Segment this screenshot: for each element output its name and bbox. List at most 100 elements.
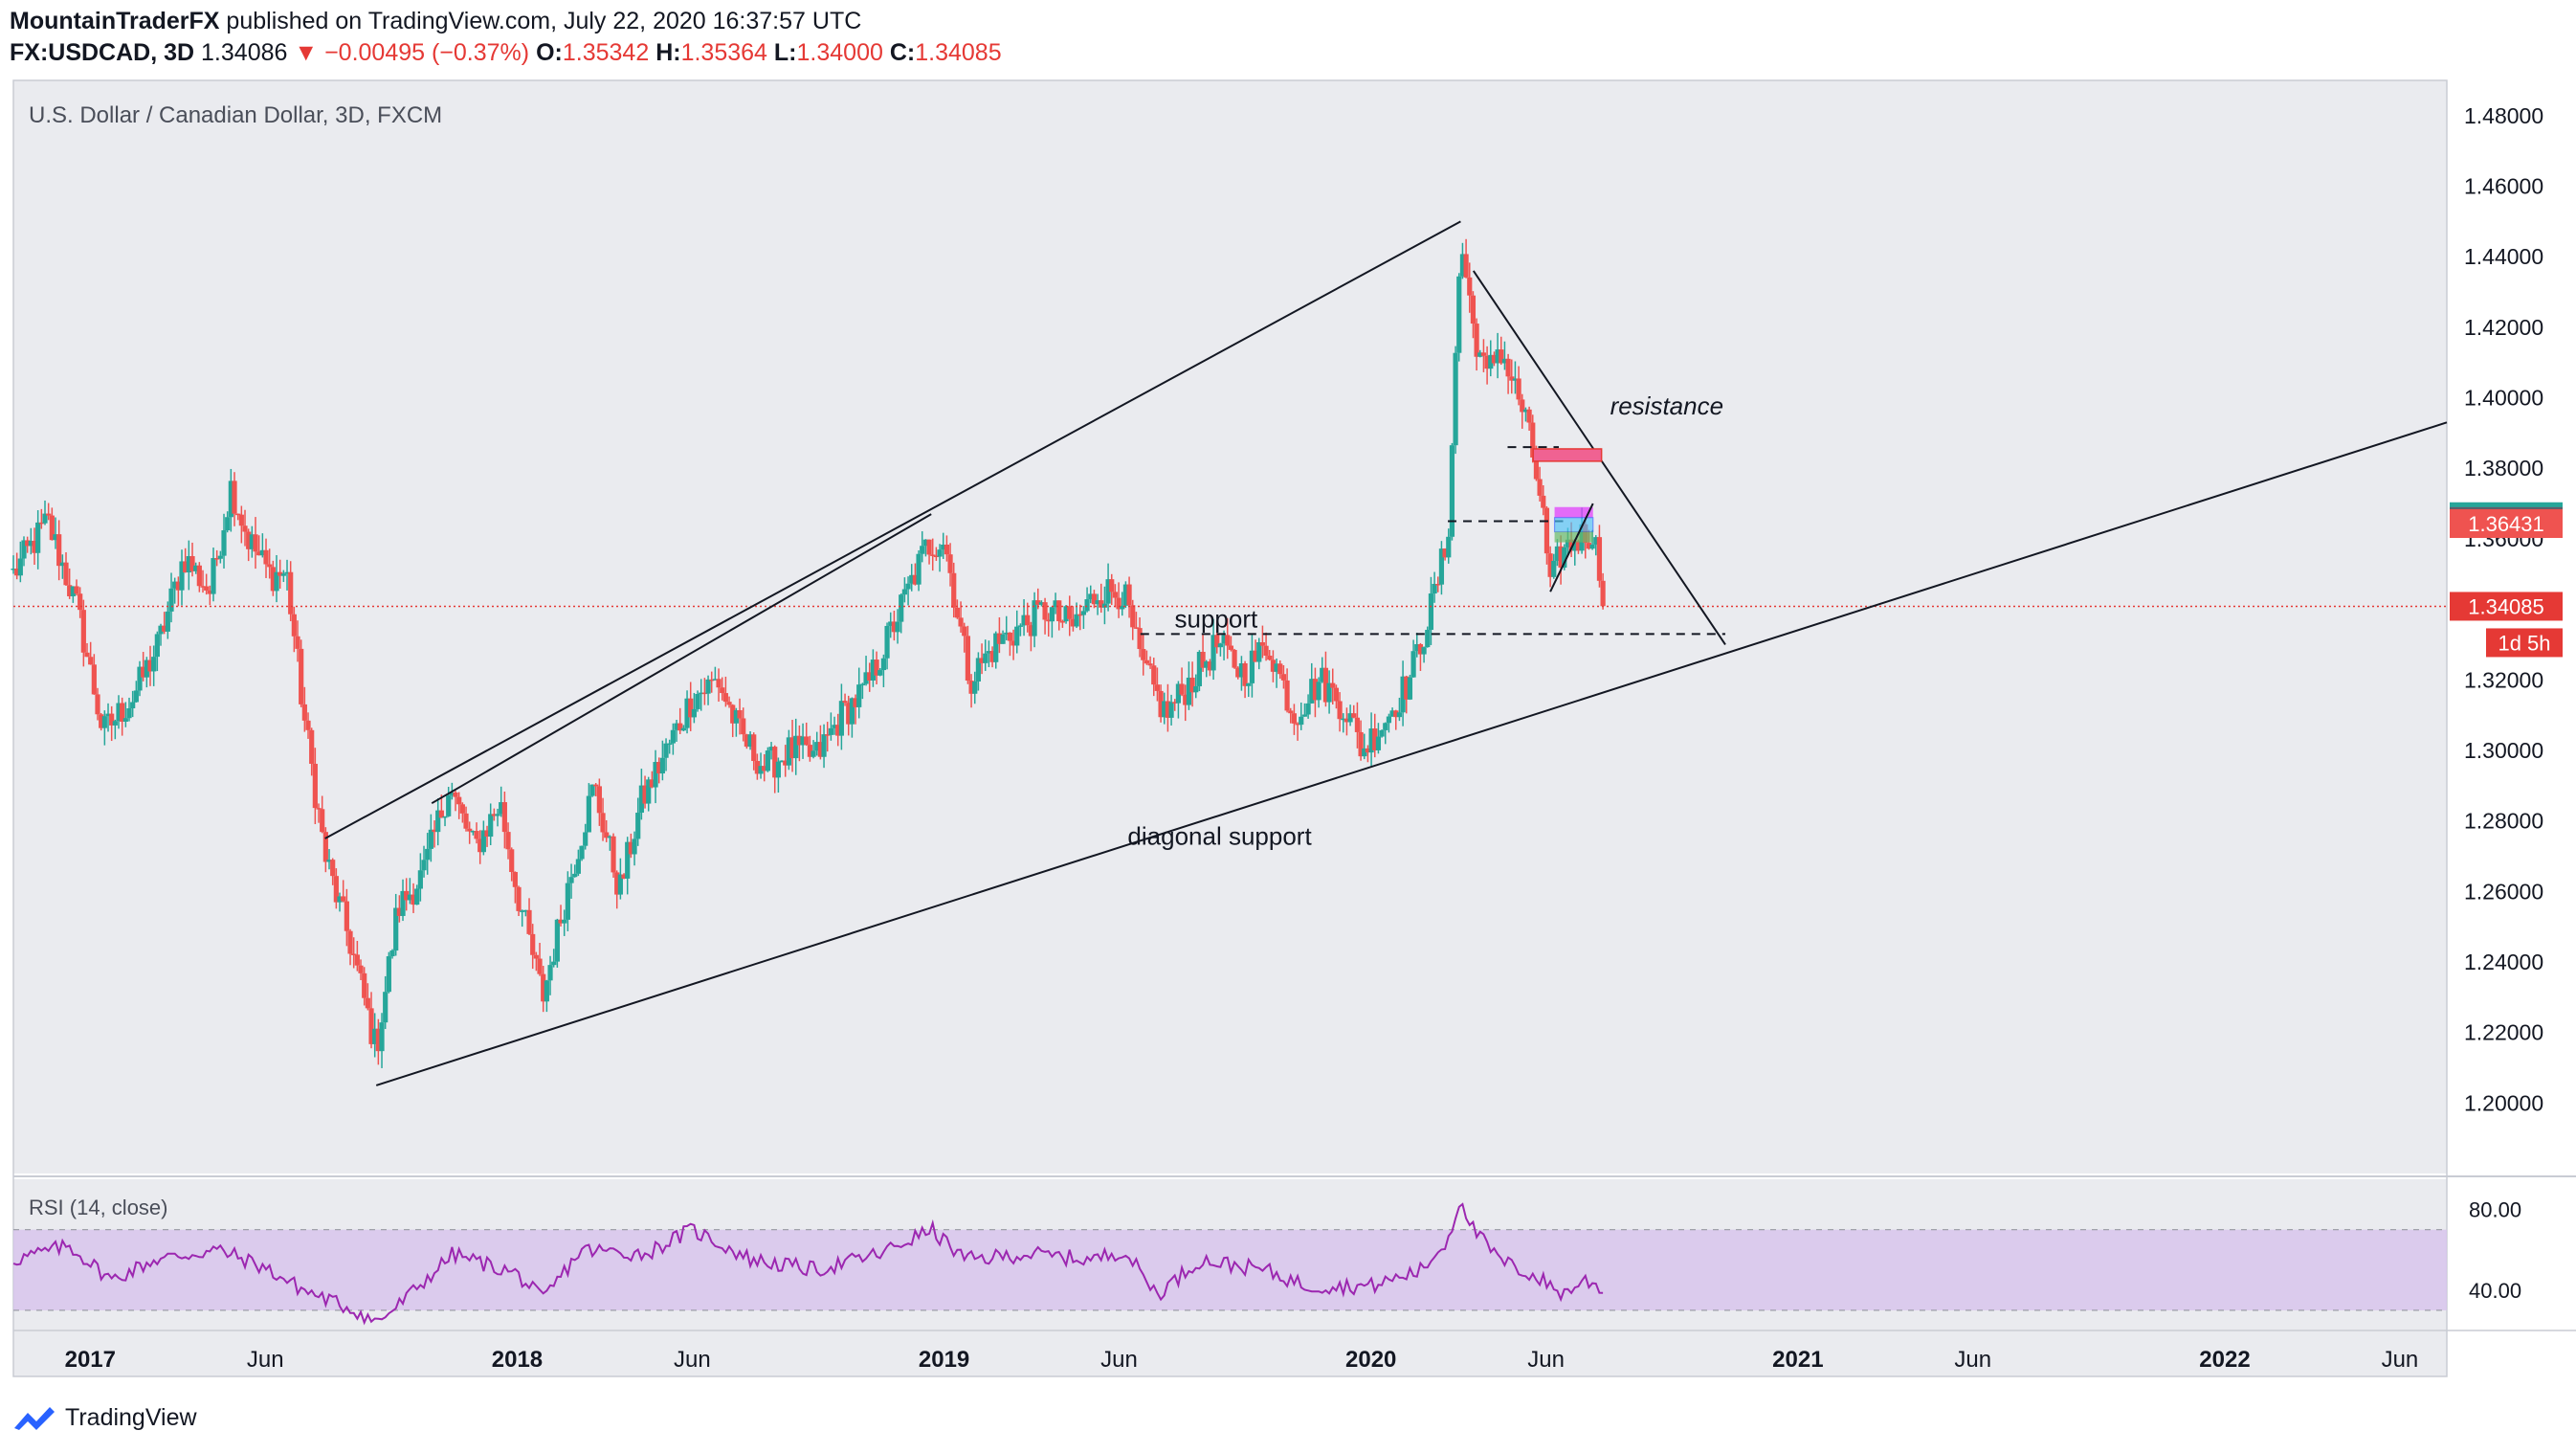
candle-body	[800, 736, 806, 746]
chart-frame	[12, 79, 2448, 1377]
candle-body	[962, 626, 967, 637]
candle-body	[1158, 690, 1164, 718]
x-tick-label: Jun	[1100, 1347, 1138, 1373]
price-badge-text: 1.34085	[2468, 594, 2544, 618]
candle-body	[1316, 682, 1321, 701]
candle-body	[712, 679, 718, 681]
candle-body	[225, 517, 231, 531]
candle-body	[891, 621, 897, 633]
candle-body	[733, 709, 739, 724]
countdown-badge-bg	[2486, 628, 2563, 658]
candle-body	[1562, 547, 1567, 569]
candle-body	[1368, 728, 1374, 753]
chart-title: U.S. Dollar / Canadian Dollar, 3D, FXCM	[29, 102, 442, 128]
candle-body	[783, 760, 788, 766]
candle-body	[1379, 729, 1385, 737]
candle-body	[762, 766, 767, 771]
candle-body	[1259, 642, 1266, 646]
candle-body	[305, 720, 311, 730]
candle-body	[120, 703, 125, 722]
candle-body	[351, 953, 357, 955]
symbol-label[interactable]: FX:USDCAD, 3D	[10, 39, 195, 66]
candle-body	[1122, 584, 1129, 606]
candle-body	[1151, 665, 1157, 685]
candle-body	[109, 713, 115, 726]
candle-body	[312, 763, 318, 809]
candle-body	[593, 784, 599, 787]
candle-body	[1084, 599, 1090, 612]
candle-body	[635, 813, 641, 839]
candle-body	[575, 859, 581, 874]
rsi-line	[12, 1202, 1604, 1326]
author-name[interactable]: MountainTraderFX	[10, 8, 220, 34]
candle-body	[1172, 702, 1178, 704]
candle-body	[1186, 677, 1192, 705]
candle-body	[835, 725, 841, 736]
candle-body	[137, 666, 143, 691]
candle-body	[1120, 605, 1125, 610]
y-tick-label: 1.28000	[2464, 809, 2543, 834]
candle-body	[1442, 548, 1448, 558]
pattern-box-mid	[1553, 517, 1594, 533]
candle-body	[175, 581, 181, 591]
candle-body	[572, 873, 578, 878]
candle-body	[642, 785, 648, 804]
candle-body	[814, 742, 820, 751]
candle-body	[428, 829, 433, 849]
x-tick-label: Jun	[1527, 1347, 1565, 1373]
candle-body	[32, 540, 37, 553]
candle-body	[709, 679, 715, 682]
candle-body	[365, 997, 370, 1009]
price-change: −0.00495 (−0.37%)	[324, 39, 530, 66]
candle-body	[1505, 358, 1511, 377]
candle-body	[509, 849, 515, 873]
candle-body	[983, 653, 988, 663]
candle-body	[768, 747, 774, 751]
candle-body	[1038, 602, 1045, 605]
candle-body	[754, 761, 760, 774]
candle-body	[1299, 716, 1304, 726]
candle-body	[1200, 651, 1206, 668]
candle-body	[512, 872, 518, 887]
candle-body	[1474, 324, 1479, 357]
publisher-line: MountainTraderFX published on TradingVie…	[10, 8, 861, 35]
candle-body	[993, 633, 999, 662]
candle-body	[1375, 736, 1382, 750]
x-tick-label: 2019	[919, 1347, 969, 1373]
candle-body	[1435, 584, 1441, 586]
candle-body	[1453, 352, 1458, 446]
brand-footer[interactable]: TradingView	[11, 1403, 197, 1432]
candle-body	[1235, 667, 1241, 678]
candle-body	[1488, 354, 1494, 369]
candle-body	[362, 972, 367, 998]
candle-body	[411, 894, 416, 905]
time-axis-background	[13, 1330, 2447, 1376]
candle-body	[144, 659, 149, 678]
candle-body	[263, 549, 269, 565]
candle-body	[396, 907, 402, 916]
x-tick-label: Jun	[247, 1347, 284, 1373]
candle-body	[432, 829, 437, 833]
y-tick-label: 1.24000	[2464, 950, 2543, 974]
candle-body	[91, 664, 97, 695]
candle-body	[1438, 548, 1445, 585]
candle-body	[1537, 479, 1543, 496]
candle-body	[568, 877, 574, 883]
candle-body	[1154, 684, 1161, 691]
candle-body	[1309, 679, 1315, 704]
candle-body	[347, 930, 353, 954]
candle-body	[168, 588, 174, 612]
candle-body	[544, 980, 549, 1002]
candle-body	[88, 657, 94, 665]
candle-body	[344, 901, 349, 931]
candle-body	[214, 558, 220, 560]
candle-body	[459, 804, 465, 814]
candle-body	[383, 992, 389, 1023]
countdown-badge-text: 1d 5h	[2498, 631, 2550, 655]
candle-body	[786, 737, 791, 766]
candle-body	[526, 909, 532, 934]
candle-body	[179, 561, 185, 591]
candle-body	[920, 546, 925, 554]
candle-body	[989, 651, 995, 662]
